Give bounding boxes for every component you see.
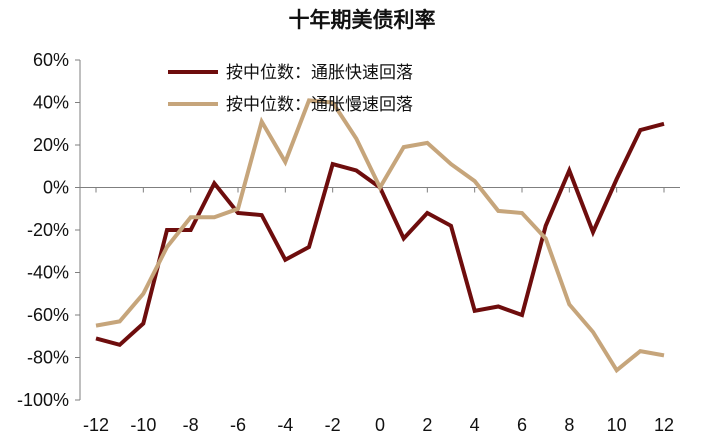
y-tick-label: 60% <box>33 50 69 70</box>
y-tick-label: -60% <box>27 305 69 325</box>
x-tick-label: -6 <box>230 415 246 435</box>
y-tick-label: -40% <box>27 263 69 283</box>
y-tick-label: 20% <box>33 135 69 155</box>
x-tick-label: 8 <box>564 415 574 435</box>
x-tick-label: 10 <box>607 415 627 435</box>
y-tick-label: -20% <box>27 220 69 240</box>
x-tick-label: -8 <box>183 415 199 435</box>
x-tick-label: 6 <box>517 415 527 435</box>
y-tick-label: 0% <box>43 178 69 198</box>
x-tick-label: 12 <box>654 415 674 435</box>
x-tick-label: -12 <box>83 415 109 435</box>
x-tick-label: 0 <box>375 415 385 435</box>
series-lines <box>95 98 665 374</box>
x-tick-label: -10 <box>130 415 156 435</box>
y-tick-label: -100% <box>17 390 69 410</box>
x-tick-label: 4 <box>470 415 480 435</box>
chart-title: 十年期美债利率 <box>289 8 436 32</box>
x-tick-label: -4 <box>277 415 293 435</box>
y-tick-label: -80% <box>27 348 69 368</box>
x-tick-label: -2 <box>325 415 341 435</box>
legend-label-1: 按中位数：通胀慢速回落 <box>226 94 413 115</box>
axes: 60% 40% 20% 0% -20% -40% -60% -80% -100% -12 -10 -8… <box>17 50 680 435</box>
series-group-1 <box>95 98 665 374</box>
y-tick-label: 40% <box>33 93 69 113</box>
legend-label-0: 按中位数：通胀快速回落 <box>226 63 413 83</box>
series-group-0 <box>95 121 665 348</box>
series-line-0 <box>95 121 665 348</box>
series-line-1 <box>95 98 665 374</box>
x-tick-label: 2 <box>422 415 432 435</box>
